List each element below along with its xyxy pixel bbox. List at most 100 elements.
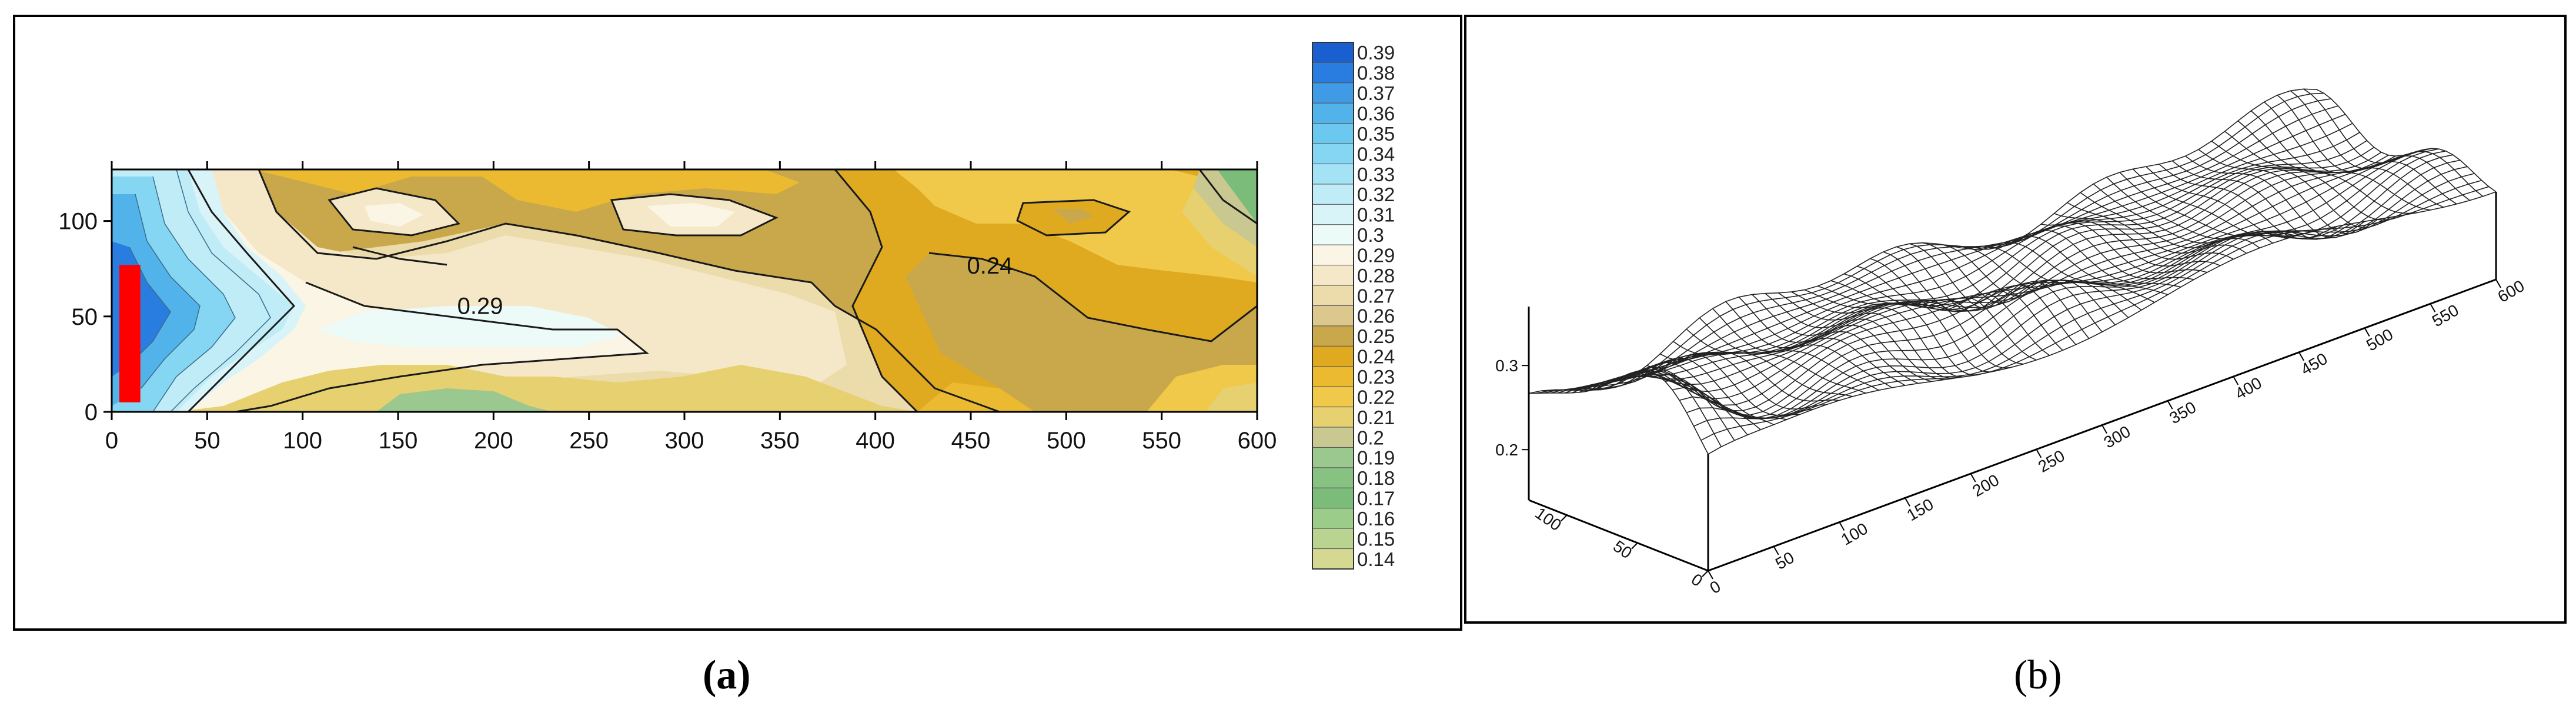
colorbar: 0.390.380.370.360.350.340.330.320.310.30… (1312, 42, 1395, 570)
x-tick-label-3d: 300 (2101, 422, 2134, 451)
mesh-line-y (1581, 371, 1761, 430)
contour-label: 0.24 (967, 253, 1013, 279)
x-tick-label-3d: 500 (2363, 325, 2396, 354)
x-tick-label-3d: 600 (2495, 277, 2528, 306)
z-tick-label-3d: 0.2 (1495, 441, 1518, 459)
contour-inline-labels: 0.29 0.24 (457, 253, 1013, 319)
y-tick-label: 0 (85, 400, 98, 425)
y-tick-label: 100 (58, 209, 98, 235)
contour-fill-0.29 (176, 169, 647, 412)
x-tick-label-3d: 200 (1969, 471, 2002, 500)
mesh-line-y (1870, 258, 2050, 356)
contour-fill-0.2 (1194, 169, 1257, 247)
colorbar-swatch (1312, 204, 1354, 225)
y-base-edge (1528, 499, 1709, 572)
x-tick-mark-3d (2036, 449, 2042, 458)
mesh-line-y (1857, 265, 2037, 361)
mesh-line-y (1988, 235, 2168, 295)
mesh-line-y (2185, 155, 2365, 238)
colorbar-label: 0.26 (1357, 305, 1395, 327)
x-tick-mark-3d (1773, 546, 1779, 555)
y-tick-mark-3d (1561, 514, 1568, 522)
mesh-line-y (1843, 273, 2024, 365)
mesh-line-y (1646, 352, 1827, 410)
contour-fill-0.29-island2 (365, 203, 423, 227)
colorbar-label: 0.23 (1357, 366, 1395, 388)
x-tick-mark-3d (2298, 352, 2304, 361)
x-tick-mark-3d (1970, 473, 1976, 482)
x-tick-mark-3d (1905, 497, 1910, 507)
colorbar-label: 0.27 (1357, 285, 1395, 307)
mesh-line-y (1659, 351, 1840, 402)
colorbar-label: 0.39 (1357, 42, 1395, 64)
mesh-line-y (1621, 357, 1800, 420)
mesh-line-y (1568, 375, 1748, 435)
y-tick-label: 50 (72, 304, 98, 330)
colorbar-border (1312, 42, 1354, 570)
colorbar-label: 0.37 (1357, 82, 1395, 104)
x-tick-label: 550 (1142, 428, 1181, 454)
colorbar-label: 0.33 (1357, 164, 1395, 185)
x-tick-mark-3d (2233, 376, 2239, 385)
mesh-line-y (2211, 141, 2391, 228)
colorbar-label: 0.2 (1357, 427, 1384, 448)
mesh-line-x (1607, 155, 2396, 385)
x-tick-label-3d: 100 (1838, 519, 1871, 548)
colorbar-label: 0.25 (1357, 325, 1395, 347)
x-tick-label: 0 (105, 428, 118, 454)
mesh-line-y (2171, 160, 2352, 240)
mesh-line-y (2093, 183, 2273, 244)
colorbar-swatch (1312, 184, 1354, 205)
contour-lines (187, 169, 1257, 412)
mesh-line-y (2067, 202, 2247, 254)
x-tick-mark-3d (2495, 279, 2501, 288)
x-tick-label-3d: 50 (1772, 548, 1797, 573)
x-tick-mark-3d (1708, 570, 1713, 580)
colorbar-label: 0.17 (1357, 488, 1395, 510)
mesh-line-y (2224, 131, 2404, 221)
x-tick-label: 600 (1238, 428, 1277, 454)
mesh-line-y (2303, 88, 2484, 197)
mesh-line-y (1673, 341, 1853, 397)
y-tick-mark-3d (1702, 570, 1709, 577)
mesh-line-y (2080, 192, 2260, 249)
colorbar-label: 0.19 (1357, 447, 1395, 469)
contour-fill-0.23-bottom-right (1205, 382, 1257, 412)
mesh-line-x (1564, 122, 2353, 394)
colorbar-label: 0.21 (1357, 407, 1395, 428)
mesh-line-y (2146, 166, 2326, 238)
colorbar-label: 0.15 (1357, 528, 1395, 550)
mesh-line-y (2014, 225, 2194, 280)
y-tick-label-3d: 0 (1688, 570, 1706, 590)
mesh-line-x (1550, 105, 2338, 394)
colorbar-label: 0.14 (1357, 548, 1395, 570)
x-tick-label: 300 (665, 428, 704, 454)
x-tick-label: 400 (856, 428, 895, 454)
y-tick-label-3d: 100 (1532, 504, 1565, 534)
mesh-line-x (1679, 166, 2468, 419)
contour-fill-0.19 (376, 388, 553, 412)
x-tick-label: 100 (283, 428, 322, 454)
colorbar-label: 0.28 (1357, 265, 1395, 287)
x-tick-mark-3d (2101, 425, 2107, 434)
mesh-line-y (2237, 120, 2418, 214)
colorbar-swatch (1312, 447, 1354, 468)
y-tick-mark-3d (1631, 542, 1638, 550)
mesh-line-y (1817, 285, 1997, 373)
mesh-line-y (1738, 297, 1919, 384)
colorbar-label: 0.3 (1357, 224, 1384, 246)
colorbar-swatch (1312, 487, 1354, 509)
colorbar-label: 0.38 (1357, 62, 1395, 84)
mesh-line-y (1778, 292, 1958, 379)
mesh-line-y (2132, 168, 2313, 237)
mesh-line-x (1528, 88, 2317, 394)
mesh-line-y (2277, 95, 2457, 205)
colorbar-label: 0.35 (1357, 123, 1395, 145)
mesh-line-y (1922, 242, 2103, 332)
mesh-line-x (1650, 148, 2439, 411)
red-rectangle-marker (119, 265, 141, 402)
mesh-line-y (1712, 308, 1893, 388)
mesh-line-y (2119, 172, 2300, 237)
colorbar-label: 0.16 (1357, 508, 1395, 530)
